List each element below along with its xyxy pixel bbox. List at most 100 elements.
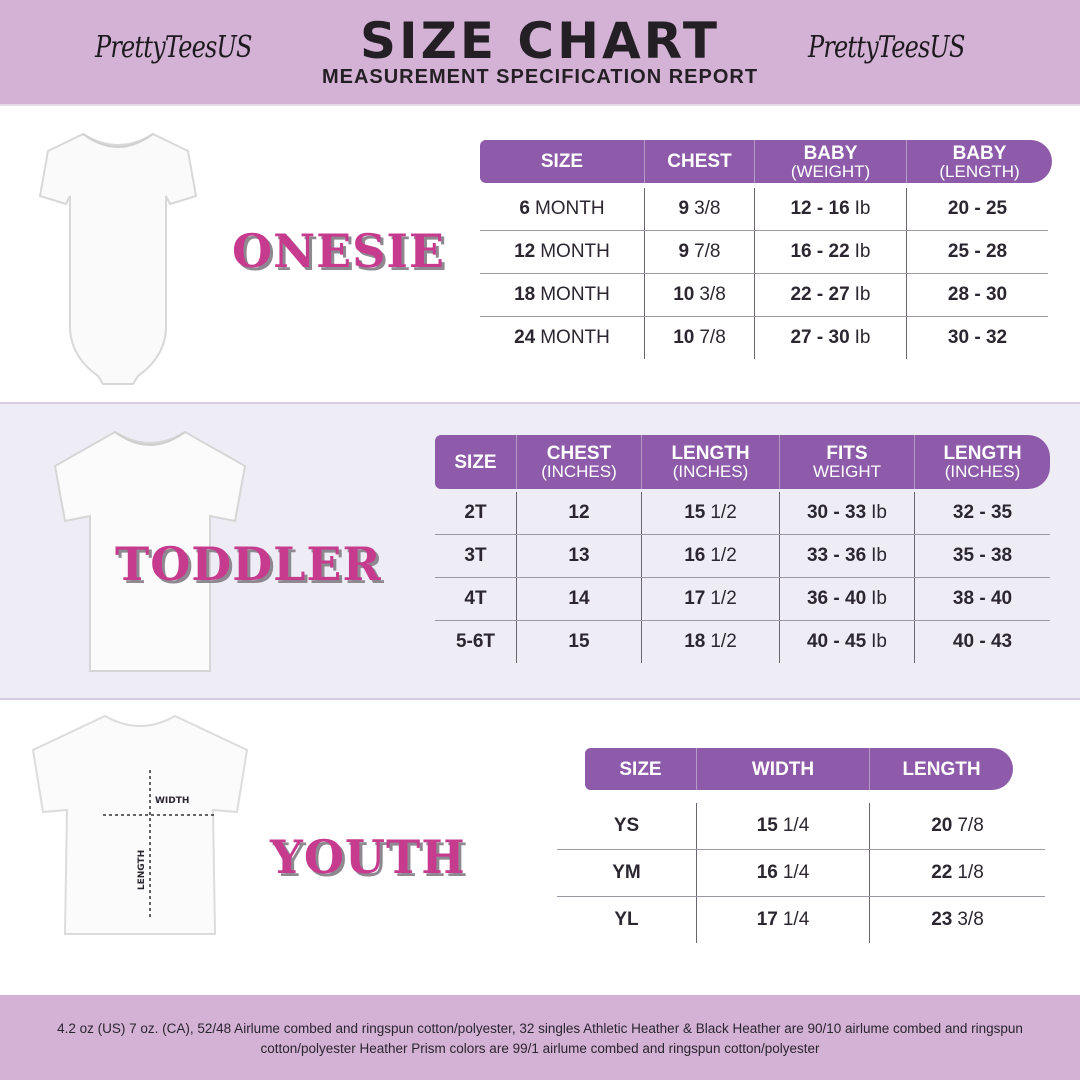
table-cell: 10 7/8 [673, 327, 726, 348]
column-header: LENGTH (INCHES) [915, 435, 1050, 489]
column-header: LENGTH [870, 748, 1013, 790]
column-title: CHEST [667, 151, 732, 172]
table-row: 5-6T 15 18 1/2 40 - 45 Ib 40 - 43 [435, 621, 1050, 663]
youth-section: WIDTH LENGTH YOUTH SIZE WIDTH LENGTH YS 15 1… [0, 700, 1080, 995]
table-cell: 13 [568, 545, 590, 566]
table-cell: 2T [464, 502, 487, 523]
table-cell: 33 - 36 Ib [806, 545, 887, 566]
table-row: YS 15 1/4 20 7/8 [557, 803, 1045, 850]
table-cell: 36 - 40 Ib [806, 588, 887, 609]
column-header: LENGTH (INCHES) [642, 435, 780, 489]
column-subtitle: (INCHES) [541, 462, 617, 481]
table-cell: 15 1/4 [756, 815, 810, 836]
table-cell: YM [612, 862, 641, 883]
column-subtitle: (LENGTH) [939, 161, 1020, 181]
table-cell: 20 7/8 [931, 815, 984, 836]
table-cell: 10 3/8 [673, 284, 726, 305]
column-header: SIZE [480, 140, 645, 183]
column-header: FITS WEIGHT [780, 435, 915, 489]
width-label: WIDTH [155, 796, 190, 806]
table-cell: 17 1/2 [684, 588, 737, 609]
column-title: BABY [803, 142, 858, 164]
table-cell: 32 - 35 [952, 502, 1013, 523]
table-cell: 16 1/2 [684, 545, 737, 566]
brand-logo-left: PrettyTeesUS [95, 30, 252, 65]
table-cell: 40 - 43 [952, 631, 1013, 652]
onesie-image [38, 132, 198, 385]
table-row: 12 MONTH 9 7/8 16 - 22 Ib 25 - 28 [480, 231, 1048, 274]
onesie-label: ONESIE [232, 224, 445, 278]
table-row: 4T 14 17 1/2 36 - 40 Ib 38 - 40 [435, 578, 1050, 621]
youth-label: YOUTH [270, 830, 466, 884]
table-cell: YL [614, 909, 639, 930]
column-title: SIZE [540, 151, 584, 172]
column-title: SIZE [454, 451, 497, 473]
table-cell: 14 [568, 588, 590, 609]
table-cell: 28 - 30 [947, 284, 1008, 305]
table-cell: YS [613, 815, 640, 836]
table-cell: 15 [568, 631, 590, 652]
column-header: CHEST [645, 140, 755, 183]
toddler-tshirt-image [53, 430, 247, 672]
toddler-table-body: 2T 12 15 1/2 30 - 33 Ib 32 - 35 3T 13 16 1/2 33 - 3… [435, 492, 1050, 663]
table-cell: 30 - 33 Ib [806, 502, 887, 523]
table-row: 6 MONTH 9 3/8 12 - 16 Ib 20 - 25 [480, 188, 1048, 231]
onesie-table-header: SIZE CHEST BABY (WEIGHT) BABY (LENGTH) [480, 140, 1052, 183]
table-cell: 16 - 22 Ib [790, 241, 871, 262]
footer-fabric-note: 4.2 oz (US) 7 oz. (CA), 52/48 Airlume co… [0, 995, 1080, 1080]
youth-table-body: YS 15 1/4 20 7/8 YM 16 1/4 22 1/8 YL 17 1/4 23 3/8 [557, 803, 1045, 943]
table-cell: 9 3/8 [678, 198, 721, 219]
table-cell: 5-6T [455, 631, 496, 652]
table-cell: 12 [568, 502, 590, 523]
column-header: BABY (WEIGHT) [755, 140, 907, 183]
table-cell: 12 - 16 Ib [790, 198, 871, 219]
column-header: BABY (LENGTH) [907, 140, 1052, 183]
table-row: 2T 12 15 1/2 30 - 33 Ib 32 - 35 [435, 492, 1050, 535]
table-cell: 22 - 27 Ib [790, 284, 871, 305]
column-header: WIDTH [697, 748, 870, 790]
table-cell: 23 3/8 [931, 909, 984, 930]
column-subtitle: (INCHES) [944, 462, 1021, 481]
table-cell: 38 - 40 [952, 588, 1013, 609]
table-row: YL 17 1/4 23 3/8 [557, 897, 1045, 943]
youth-tshirt-image [31, 714, 249, 935]
column-title: FITS [826, 443, 868, 464]
column-title: LENGTH [902, 758, 981, 780]
table-cell: 18 MONTH [514, 284, 610, 305]
column-title: LENGTH [943, 443, 1022, 464]
column-header: SIZE [435, 435, 517, 489]
column-title: CHEST [546, 443, 612, 464]
table-cell: 25 - 28 [947, 241, 1008, 262]
table-cell: 17 1/4 [756, 909, 810, 930]
column-title: SIZE [619, 758, 662, 780]
table-cell: 20 - 25 [947, 198, 1008, 219]
toddler-table-header: SIZE CHEST (INCHES) LENGTH (INCHES) FITS WEIGH… [435, 435, 1050, 489]
column-title: LENGTH [671, 443, 750, 464]
table-cell: 22 1/8 [931, 862, 984, 883]
table-row: 18 MONTH 10 3/8 22 - 27 Ib 28 - 30 [480, 274, 1048, 317]
table-cell: 15 1/2 [684, 502, 737, 523]
table-cell: 3T [464, 545, 487, 566]
table-cell: 4T [464, 588, 487, 609]
column-title: BABY [952, 142, 1007, 164]
column-header: SIZE [585, 748, 697, 790]
table-cell: 35 - 38 [952, 545, 1013, 566]
column-header: CHEST (INCHES) [517, 435, 642, 489]
onesie-section: ONESIE SIZE CHEST BABY (WEIGHT) BABY (LENGTH)… [0, 106, 1080, 402]
column-subtitle: (WEIGHT) [790, 161, 871, 181]
column-title: WIDTH [751, 758, 815, 780]
table-cell: 16 1/4 [756, 862, 810, 883]
brand-logo-right: PrettyTeesUS [808, 30, 965, 65]
column-subtitle: (INCHES) [672, 462, 749, 481]
table-row: YM 16 1/4 22 1/8 [557, 850, 1045, 897]
youth-table-header: SIZE WIDTH LENGTH [585, 748, 1013, 790]
header-banner: PrettyTeesUS SIZE CHART MEASUREMENT SPEC… [0, 0, 1080, 106]
table-cell: 30 - 32 [947, 327, 1008, 348]
table-cell: 9 7/8 [678, 241, 721, 262]
table-cell: 18 1/2 [684, 631, 737, 652]
onesie-table-body: 6 MONTH 9 3/8 12 - 16 Ib 20 - 25 12 MONTH 9 7/8 16 … [480, 188, 1048, 359]
toddler-label: TODDLER [115, 537, 382, 591]
page-subtitle: MEASUREMENT SPECIFICATION REPORT [321, 66, 759, 88]
table-row: 3T 13 16 1/2 33 - 36 Ib 35 - 38 [435, 535, 1050, 578]
length-label: LENGTH [137, 849, 148, 891]
